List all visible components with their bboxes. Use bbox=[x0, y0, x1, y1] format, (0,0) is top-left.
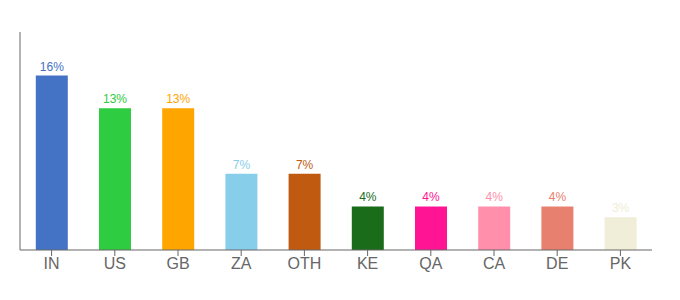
svg-text:KE: KE bbox=[357, 255, 378, 272]
svg-text:GB: GB bbox=[166, 255, 189, 272]
svg-text:ZA: ZA bbox=[231, 255, 252, 272]
svg-text:16%: 16% bbox=[40, 60, 64, 74]
svg-text:DE: DE bbox=[546, 255, 568, 272]
svg-text:CA: CA bbox=[483, 255, 506, 272]
svg-text:3%: 3% bbox=[612, 201, 630, 215]
svg-text:13%: 13% bbox=[166, 92, 190, 106]
svg-text:US: US bbox=[104, 255, 126, 272]
svg-text:IN: IN bbox=[44, 255, 60, 272]
svg-text:QA: QA bbox=[419, 255, 442, 272]
svg-text:7%: 7% bbox=[233, 158, 251, 172]
svg-text:13%: 13% bbox=[103, 92, 127, 106]
svg-text:4%: 4% bbox=[422, 190, 440, 204]
svg-text:7%: 7% bbox=[296, 158, 314, 172]
svg-text:OTH: OTH bbox=[288, 255, 322, 272]
svg-text:4%: 4% bbox=[549, 190, 567, 204]
svg-text:4%: 4% bbox=[359, 190, 377, 204]
svg-text:PK: PK bbox=[610, 255, 632, 272]
svg-text:4%: 4% bbox=[486, 190, 504, 204]
